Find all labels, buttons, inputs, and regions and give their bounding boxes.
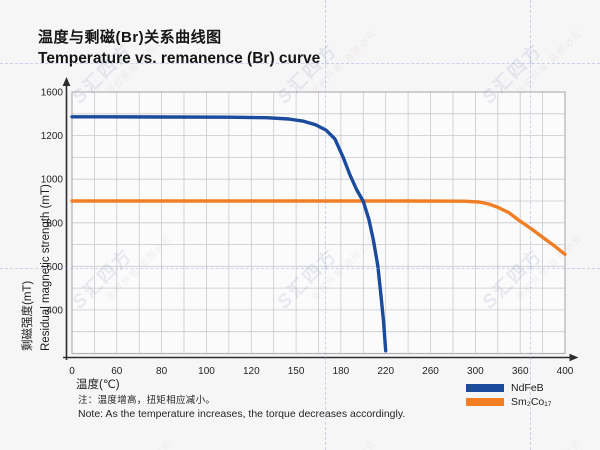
svg-text:180: 180 xyxy=(333,366,350,377)
legend-swatch-ndfeb xyxy=(466,383,504,392)
svg-text:360: 360 xyxy=(512,366,529,377)
chart-title-en: Temperature vs. remanence (Br) curve xyxy=(38,50,321,67)
svg-text:60: 60 xyxy=(111,366,123,377)
svg-text:1000: 1000 xyxy=(41,175,64,186)
svg-text:1200: 1200 xyxy=(41,131,64,142)
svg-text:120: 120 xyxy=(243,366,260,377)
y-tick-labels: 1600 1200 1000 800 600 400 xyxy=(41,88,64,317)
svg-text:260: 260 xyxy=(422,366,439,377)
x-axis-title: 温度(℃) xyxy=(76,377,120,391)
curves xyxy=(70,115,567,353)
legend-label-sm2co17: Sm₂Co₁₇ xyxy=(511,395,552,408)
smco-curve xyxy=(70,199,567,256)
svg-text:800: 800 xyxy=(46,218,63,229)
y-axis-arrow-icon xyxy=(62,77,71,86)
chart-title-zh: 温度与剩磁(Br)关系曲线图 xyxy=(38,29,222,46)
svg-text:400: 400 xyxy=(46,305,63,316)
svg-text:80: 80 xyxy=(156,366,168,377)
x-axis-arrow-icon xyxy=(569,353,579,362)
footnote: 注：温度增高，扭矩相应减小。 Note: As the temperature … xyxy=(78,392,405,420)
legend-item-sm2co17: Sm₂Co₁₇ xyxy=(466,395,551,408)
y-axis-title-en: Residual magnetic strength (mT) xyxy=(40,184,52,351)
svg-text:300: 300 xyxy=(467,366,484,377)
svg-text:1600: 1600 xyxy=(41,88,64,99)
legend-label-ndfeb: NdFeB xyxy=(511,381,544,394)
ndfeb-curve xyxy=(70,115,388,353)
chart-header: 温度与剩磁(Br)关系曲线图 Temperature vs. remanence… xyxy=(38,26,320,68)
footnote-zh: 注：温度增高，扭矩相应减小。 xyxy=(78,395,216,406)
svg-text:400: 400 xyxy=(557,366,574,377)
axes xyxy=(62,77,579,362)
legend: NdFeB Sm₂Co₁₇ xyxy=(466,381,551,409)
svg-text:220: 220 xyxy=(377,366,394,377)
svg-text:150: 150 xyxy=(288,366,305,377)
svg-text:100: 100 xyxy=(198,366,215,377)
x-tick-labels: 0 60 80 100 120 150 180 220 260 300 360 400 xyxy=(69,366,574,377)
footnote-en: Note: As the temperature increases, the … xyxy=(78,408,406,420)
legend-swatch-sm2co17 xyxy=(466,397,504,406)
y-axis-title-zh: 剩磁强度(mT) xyxy=(20,281,34,351)
legend-item-ndfeb: NdFeB xyxy=(466,381,551,394)
grid-lines xyxy=(71,91,566,355)
svg-text:600: 600 xyxy=(46,262,63,273)
svg-text:0: 0 xyxy=(69,366,75,377)
